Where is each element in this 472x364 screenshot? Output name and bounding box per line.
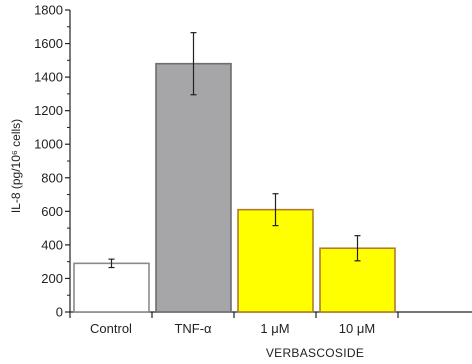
x-tick-label: Control (90, 321, 132, 336)
bar-0 (73, 262, 150, 313)
y-axis-title: IL-8 (pg/10⁶ cells) (9, 119, 23, 213)
y-tick-label: 1400 (34, 70, 63, 85)
y-axis: 0 200 400 600 800 1000 1200 1400 1600 1800 (34, 3, 71, 320)
y-tick-label: 1800 (34, 3, 63, 18)
verbascoside-group-label: VERBASCOSIDE (266, 346, 364, 360)
y-tick-label: 1200 (34, 103, 63, 118)
bar-1 (155, 62, 232, 313)
category-labels: Control TNF-α 1 μM 10 μM (90, 321, 375, 336)
y-tick-label: 1000 (34, 137, 63, 152)
y-tick-label: 600 (41, 204, 63, 219)
error-bars (108, 32, 361, 269)
x-tick-label: TNF-α (174, 321, 212, 336)
y-tick-label: 1600 (34, 36, 63, 51)
x-axis (69, 311, 472, 318)
bar-2 (237, 208, 314, 313)
x-tick-label: 10 μM (339, 321, 375, 336)
y-tick-label: 800 (41, 170, 63, 185)
y-tick-label: 200 (41, 271, 63, 286)
y-tick-label: 0 (56, 305, 63, 320)
y-tick-label: 400 (41, 237, 63, 252)
bars (73, 62, 396, 313)
x-tick-label: 1 μM (260, 321, 289, 336)
